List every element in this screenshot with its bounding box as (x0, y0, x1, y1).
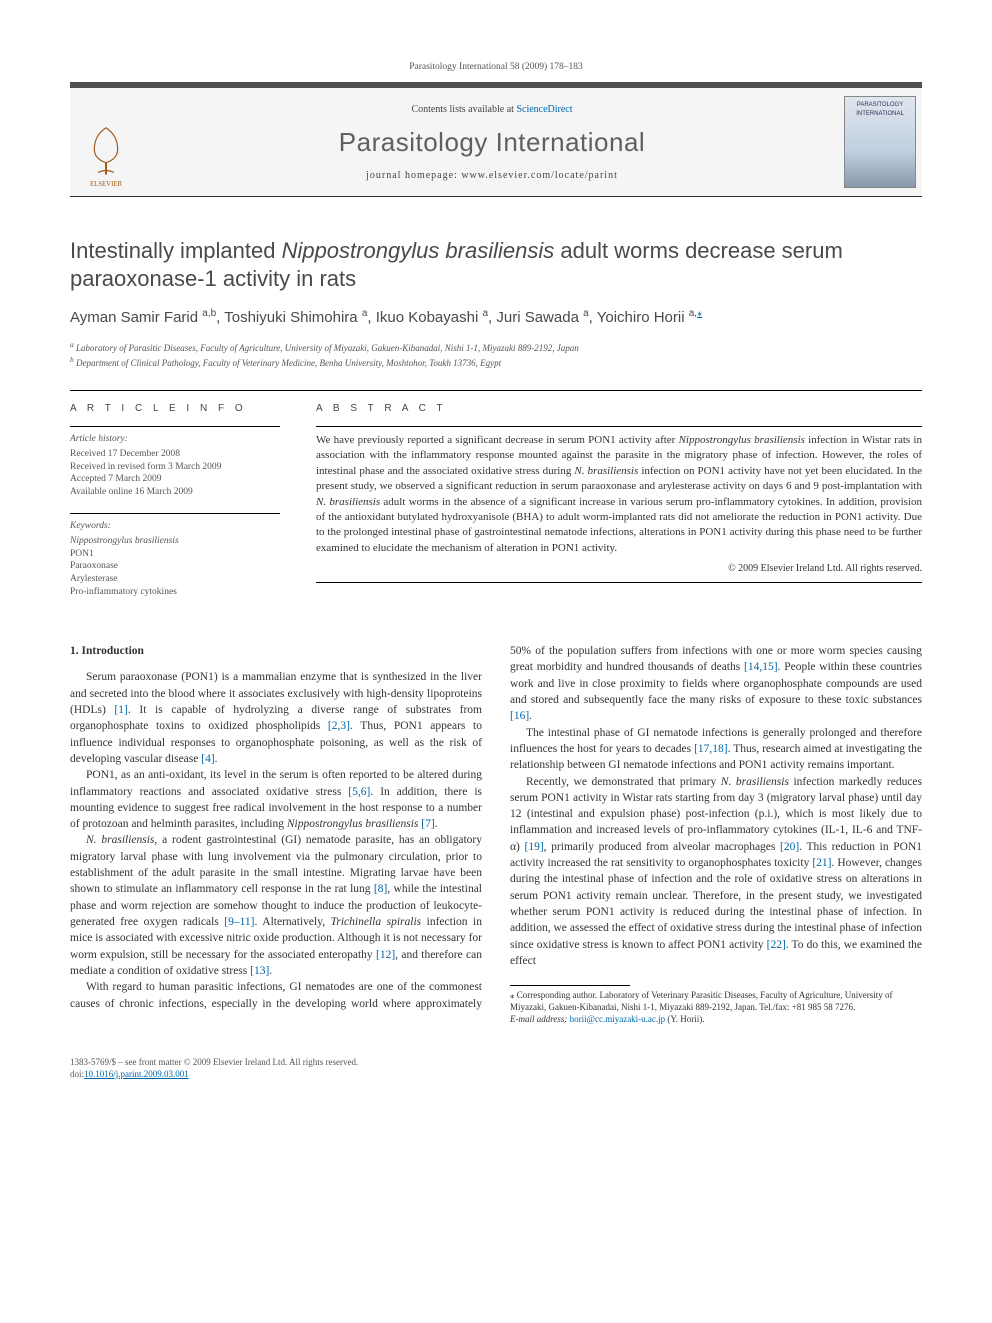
author-email-link[interactable]: horii@cc.miyazaki-u.ac.jp (570, 1014, 666, 1024)
ref-link[interactable]: [20] (780, 841, 799, 853)
journal-name: Parasitology International (140, 123, 844, 162)
footnote-divider (510, 985, 630, 986)
elsevier-logo: ELSEVIER (70, 96, 140, 188)
running-head: Parasitology International 58 (2009) 178… (70, 60, 922, 74)
ref-link[interactable]: [19] (525, 841, 544, 853)
svg-text:ELSEVIER: ELSEVIER (90, 181, 123, 188)
abstract: A B S T R A C T We have previously repor… (316, 401, 922, 613)
ref-link[interactable]: [21] (812, 857, 831, 869)
journal-header: ELSEVIER Contents lists available at Sci… (70, 82, 922, 197)
journal-homepage: journal homepage: www.elsevier.com/locat… (140, 168, 844, 183)
author: Yoichiro Horii a,⁎ (597, 309, 702, 326)
article-title: Intestinally implanted Nippostrongylus b… (70, 237, 922, 292)
keywords: Keywords: Nippostrongylus brasiliensis P… (70, 513, 280, 599)
author: Ikuo Kobayashi a (376, 309, 488, 326)
front-matter-footer: 1383-5769/$ – see front matter © 2009 El… (70, 1056, 922, 1080)
ref-link[interactable]: [14,15] (744, 661, 778, 673)
ref-link[interactable]: [12] (376, 949, 395, 961)
divider (70, 390, 922, 391)
ref-link[interactable]: [13] (250, 965, 269, 977)
author: Toshiyuki Shimohira a (224, 309, 367, 326)
ref-link[interactable]: [4] (201, 753, 214, 765)
section-heading-introduction: 1. Introduction (70, 643, 482, 659)
article-history: Article history: Received 17 December 20… (70, 426, 280, 499)
ref-link[interactable]: [22] (767, 939, 786, 951)
ref-link[interactable]: [1] (114, 704, 127, 716)
abstract-text: We have previously reported a significan… (316, 426, 922, 583)
abstract-heading: A B S T R A C T (316, 401, 922, 416)
ref-link[interactable]: [17,18] (694, 743, 728, 755)
doi-link[interactable]: 10.1016/j.parint.2009.03.001 (84, 1069, 189, 1079)
author-list: Ayman Samir Farid a,b, Toshiyuki Shimohi… (70, 306, 922, 330)
journal-cover-thumbnail: PARASITOLOGY INTERNATIONAL (844, 96, 922, 188)
author: Juri Sawada a (496, 309, 588, 326)
affiliations: a Laboratory of Parasitic Diseases, Facu… (70, 340, 922, 370)
email-footnote: E-mail address: horii@cc.miyazaki-u.ac.j… (510, 1014, 922, 1026)
article-info: A R T I C L E I N F O Article history: R… (70, 401, 280, 613)
corresponding-author-link[interactable]: ⁎ (697, 308, 702, 319)
elsevier-tree-icon: ELSEVIER (76, 120, 136, 188)
corresponding-author-footnote: ⁎ Corresponding author. Laboratory of Ve… (510, 990, 922, 1013)
ref-link[interactable]: [8] (374, 883, 387, 895)
ref-link[interactable]: [5,6] (348, 786, 370, 798)
ref-link[interactable]: [2,3] (328, 720, 350, 732)
abstract-copyright: © 2009 Elsevier Ireland Ltd. All rights … (316, 562, 922, 583)
article-info-heading: A R T I C L E I N F O (70, 401, 280, 416)
ref-link[interactable]: [9–11] (224, 916, 254, 928)
article-body: 1. Introduction Serum paraoxonase (PON1)… (70, 643, 922, 1026)
ref-link[interactable]: [7] (421, 818, 434, 830)
sciencedirect-link[interactable]: ScienceDirect (516, 104, 572, 115)
author: Ayman Samir Farid a,b (70, 309, 216, 326)
ref-link[interactable]: [16] (510, 710, 529, 722)
contents-available: Contents lists available at ScienceDirec… (140, 102, 844, 117)
